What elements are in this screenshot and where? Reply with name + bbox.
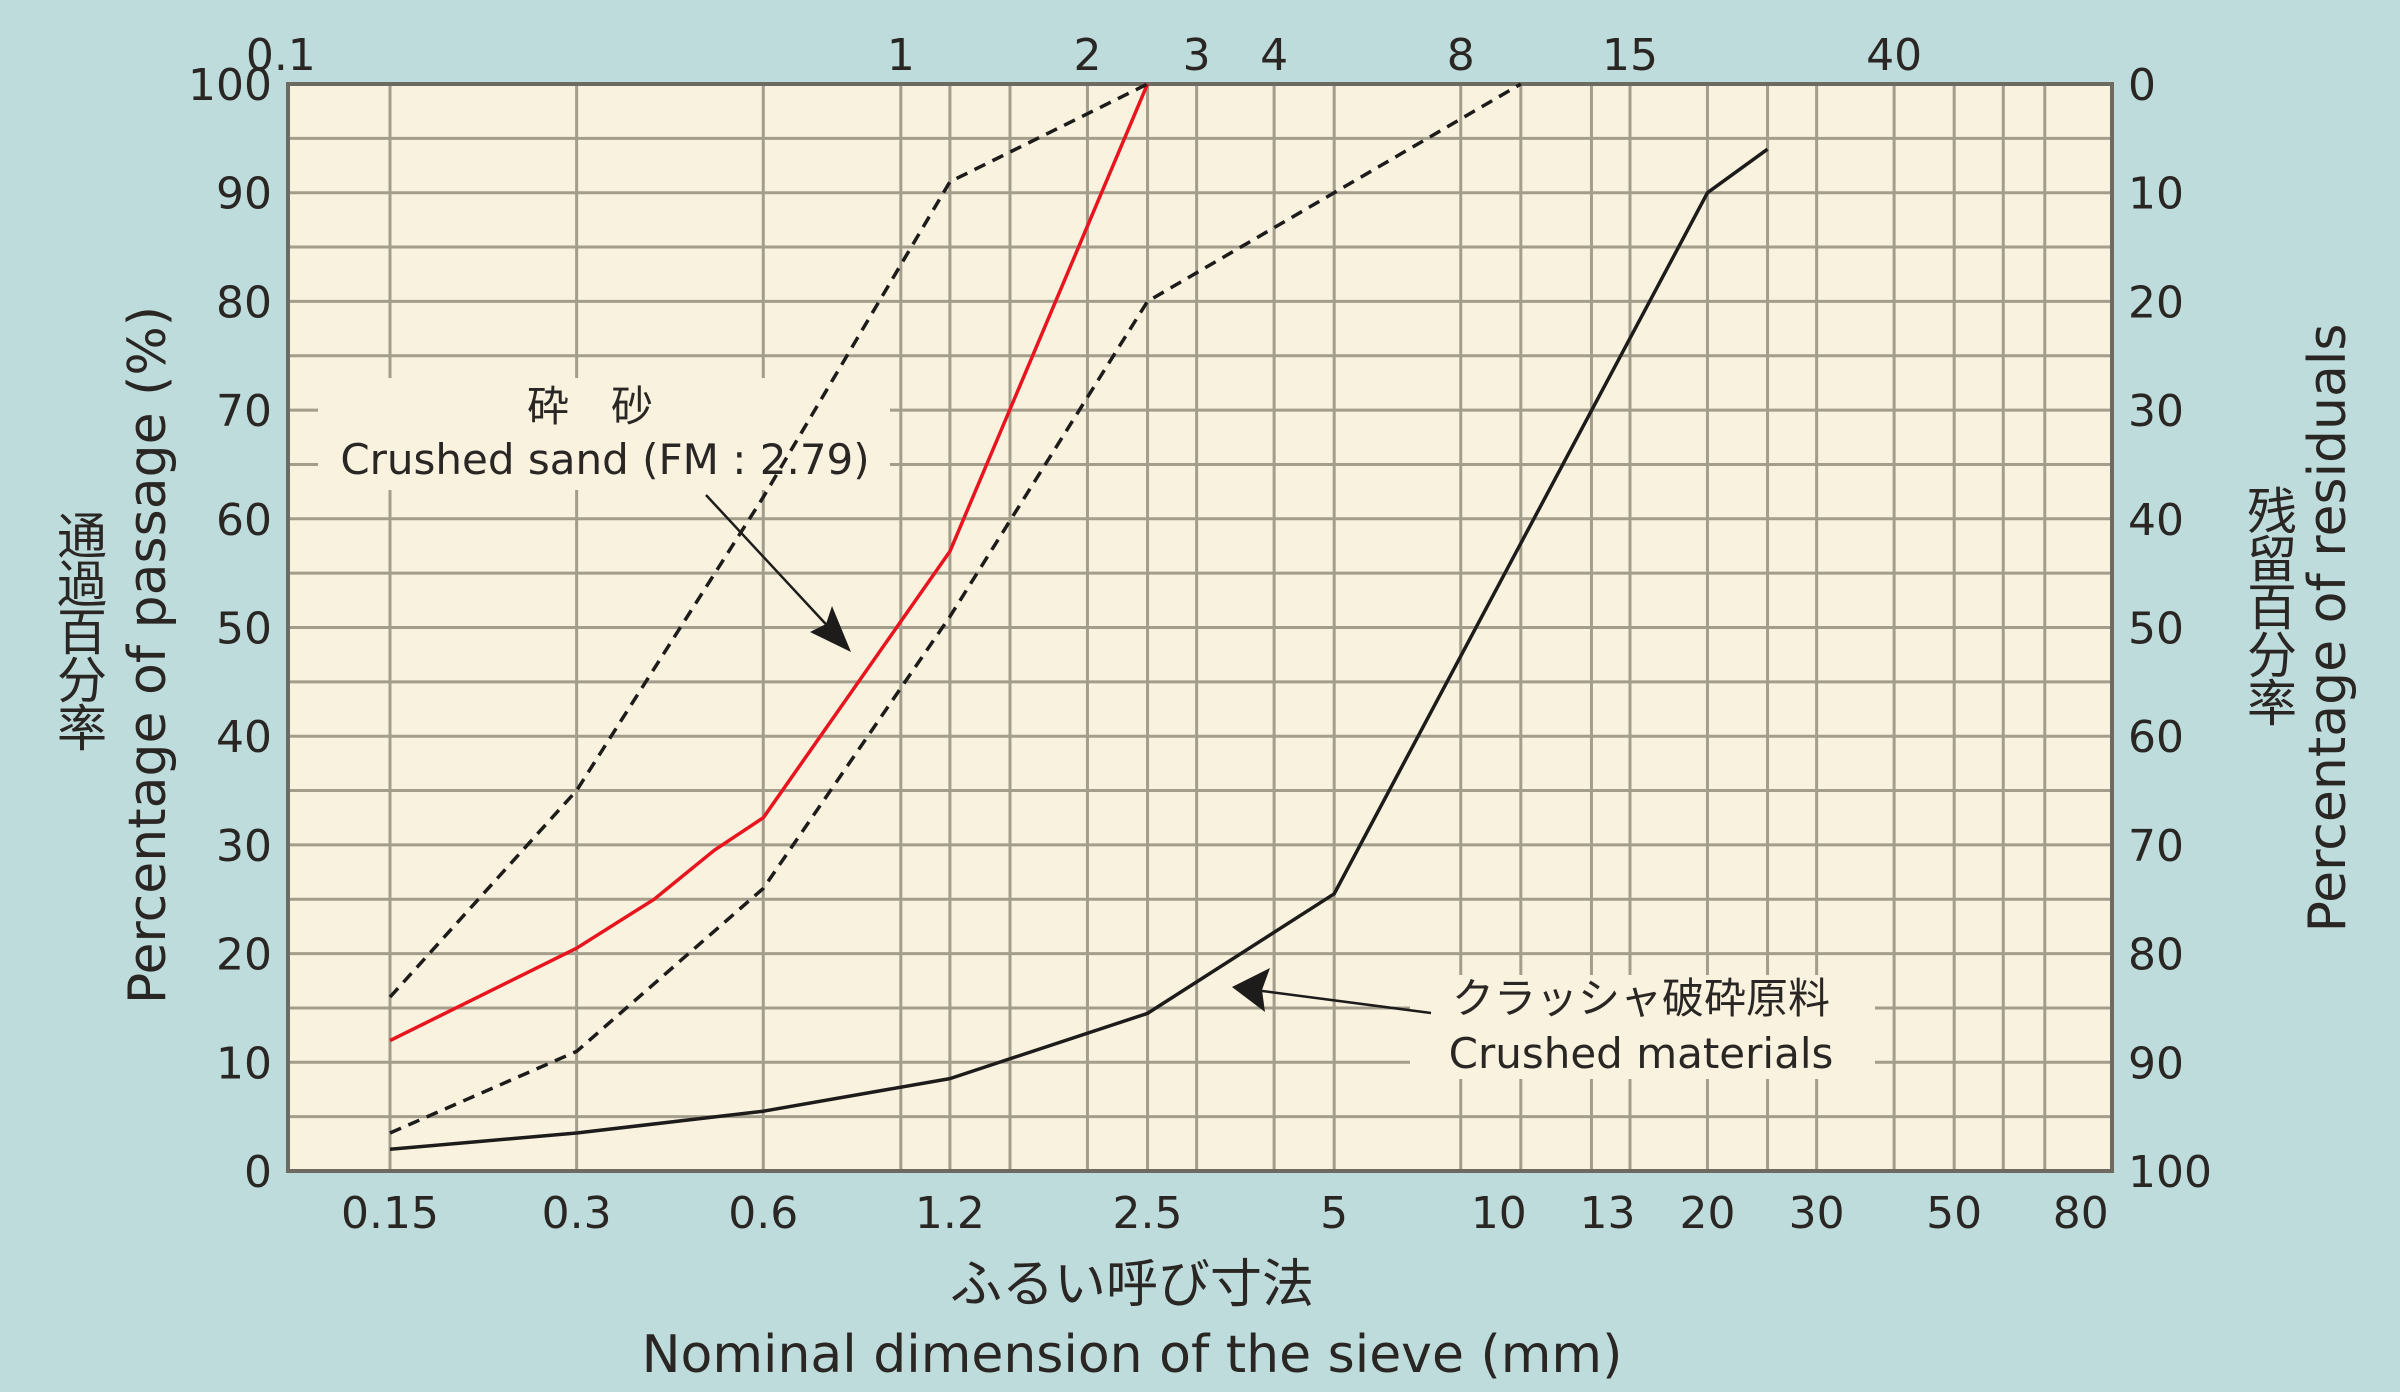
x-tick-bottom: 10 bbox=[1471, 1188, 1527, 1239]
x-tick-bottom: 1.2 bbox=[915, 1188, 985, 1239]
y-tick-left: 0 bbox=[244, 1147, 272, 1198]
crushed-sand-label: Crushed sand (FM : 2.79) bbox=[340, 435, 869, 484]
y-tick-right: 70 bbox=[2128, 821, 2184, 872]
series-line-crushed-sand bbox=[389, 83, 1150, 1043]
x-tick-bottom: 2.5 bbox=[1113, 1188, 1183, 1239]
y-tick-left: 80 bbox=[216, 277, 272, 328]
crushed-sand-label-jp: 砕 砂 bbox=[527, 382, 653, 431]
y-axis-title-left: Percentage of passage (%) bbox=[118, 306, 178, 1004]
crushed-materials-label: Crushed materials bbox=[1449, 1029, 1834, 1078]
crushed-sand-label-box bbox=[318, 378, 890, 490]
x-tick-top: 40 bbox=[1866, 30, 1922, 81]
y-tick-left: 70 bbox=[216, 386, 272, 437]
y-axis-title-right: Percentage of residuals bbox=[2298, 324, 2358, 933]
y-tick-left: 50 bbox=[216, 604, 272, 655]
x-tick-bottom: 50 bbox=[1926, 1188, 1982, 1239]
plot-border bbox=[286, 82, 2114, 1173]
crushed-materials-label-box bbox=[1410, 975, 1875, 1079]
x-tick-top: 3 bbox=[1183, 30, 1211, 81]
x-tick-bottom: 0.3 bbox=[542, 1188, 612, 1239]
y-tick-left: 10 bbox=[216, 1038, 272, 1089]
series-line-upper-limit bbox=[388, 82, 1149, 999]
y-tick-left: 90 bbox=[216, 169, 272, 220]
crushed-materials-arrowhead-icon bbox=[1232, 968, 1270, 1012]
y-tick-left: 40 bbox=[216, 712, 272, 763]
x-tick-bottom: 30 bbox=[1789, 1188, 1845, 1239]
tick-labels: 0102030405060708090100100908070605040302… bbox=[188, 30, 2212, 1239]
x-axis-title: Nominal dimension of the sieve (mm) bbox=[642, 1325, 1623, 1385]
x-tick-top: 0.1 bbox=[246, 30, 316, 81]
x-tick-top: 15 bbox=[1602, 30, 1658, 81]
y-tick-right: 50 bbox=[2128, 604, 2184, 655]
x-tick-bottom: 80 bbox=[2053, 1188, 2109, 1239]
series-group bbox=[388, 82, 1769, 1152]
crushed-sand-arrow bbox=[705, 494, 836, 635]
y-tick-right: 100 bbox=[2128, 1147, 2212, 1198]
y-tick-left: 60 bbox=[216, 495, 272, 546]
x-tick-bottom: 0.6 bbox=[728, 1188, 798, 1239]
crushed-sand-arrowhead-icon bbox=[810, 606, 851, 652]
x-tick-top: 8 bbox=[1447, 30, 1475, 81]
y-tick-right: 80 bbox=[2128, 930, 2184, 981]
x-tick-bottom: 13 bbox=[1579, 1188, 1635, 1239]
series-line-crushed-materials bbox=[389, 147, 1769, 1152]
x-tick-top: 2 bbox=[1073, 30, 1101, 81]
y-tick-left: 30 bbox=[216, 821, 272, 872]
y-tick-left: 20 bbox=[216, 930, 272, 981]
y-tick-right: 0 bbox=[2128, 60, 2156, 111]
x-tick-top: 1 bbox=[887, 30, 915, 81]
y-tick-right: 60 bbox=[2128, 712, 2184, 763]
crushed-materials-label-jp: クラッシャ破砕原料 bbox=[1452, 974, 1830, 1023]
y-tick-right: 10 bbox=[2128, 169, 2184, 220]
x-axis-title-jp: ふるい呼び寸法 bbox=[950, 1255, 1314, 1315]
y-axis-title-left-jp: 通過百分率 bbox=[49, 510, 107, 750]
x-tick-bottom: 0.15 bbox=[341, 1188, 439, 1239]
y-tick-right: 30 bbox=[2128, 386, 2184, 437]
crushed-materials-arrow bbox=[1254, 988, 1432, 1015]
y-tick-right: 20 bbox=[2128, 277, 2184, 328]
x-tick-top: 4 bbox=[1260, 30, 1288, 81]
y-tick-left: 100 bbox=[188, 60, 272, 111]
y-tick-right: 40 bbox=[2128, 495, 2184, 546]
series-line-lower-limit bbox=[389, 82, 1522, 1135]
y-axis-title-right-jp: 残留百分率 bbox=[2239, 485, 2297, 725]
y-tick-right: 90 bbox=[2128, 1038, 2184, 1089]
x-tick-bottom: 5 bbox=[1320, 1188, 1348, 1239]
x-tick-bottom: 20 bbox=[1679, 1188, 1735, 1239]
